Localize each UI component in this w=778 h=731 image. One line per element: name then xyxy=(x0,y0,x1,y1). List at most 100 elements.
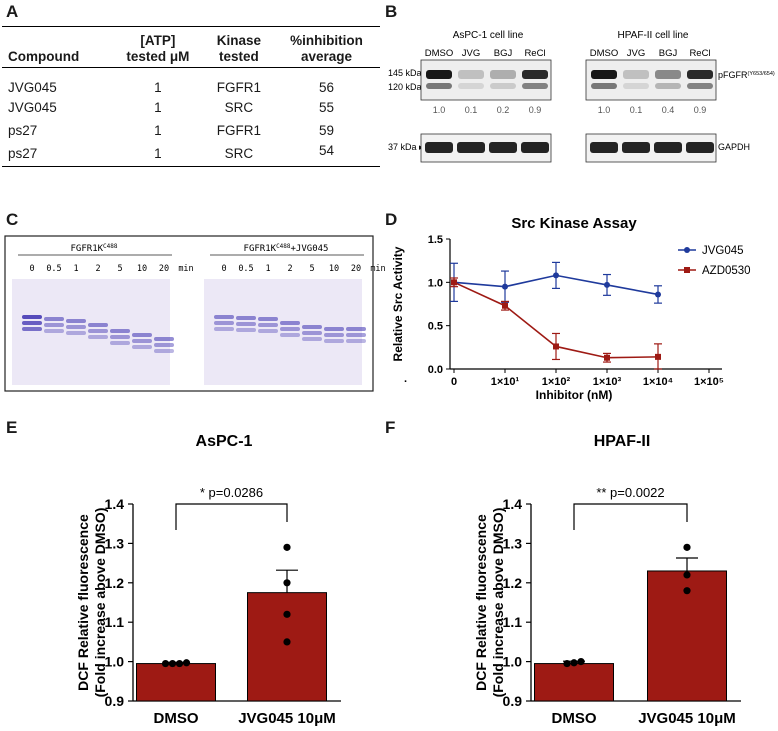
gel-condition-label: FGFR1KC488+JVG045 xyxy=(244,243,329,254)
y-tick-label: 1.0 xyxy=(503,654,523,670)
gel-band xyxy=(280,333,300,337)
panel-label-b: B xyxy=(385,2,398,21)
y-axis-label: Relative Src Activity xyxy=(391,246,405,361)
timepoint-label: 20 xyxy=(159,264,169,274)
lane-label: BGJ xyxy=(659,48,678,59)
data-point xyxy=(168,659,177,668)
gel-band xyxy=(154,343,174,347)
table-cell: 1 xyxy=(110,140,205,167)
bar xyxy=(136,663,216,702)
gel-band xyxy=(44,317,64,321)
panel-label-f: F xyxy=(385,418,396,437)
x-axis-label: Inhibitor (nM) xyxy=(536,388,613,402)
gel-band xyxy=(324,327,344,331)
significance-annotation: ** p=0.0022 xyxy=(596,485,664,500)
aspc1-bar-chart: AsPC-1 0.9 1.0 1.1 1.2 1.3 1.4 DCF Relative flu… xyxy=(75,433,341,727)
data-point xyxy=(502,302,508,309)
gel-band xyxy=(110,329,130,333)
y-tick-label: 0.0 xyxy=(428,364,443,376)
bar xyxy=(534,663,614,702)
gel-band xyxy=(280,321,300,325)
gel-band xyxy=(258,323,278,327)
y-tick-label: 1.3 xyxy=(503,535,523,551)
timepoint-label: 2 xyxy=(95,264,100,274)
pfgfr-band xyxy=(426,70,452,79)
pfgfr-band xyxy=(522,83,548,89)
band-quantification: 0.4 xyxy=(662,105,675,115)
table-cell: JVG045 xyxy=(8,80,57,96)
table-cell: 55 xyxy=(319,99,335,115)
lane-label: DMSO xyxy=(425,48,454,59)
table-cell: FGFR1 xyxy=(216,123,262,139)
gapdh-band xyxy=(521,142,549,153)
gapdh-band xyxy=(425,142,453,153)
target-label-gapdh: GAPDH xyxy=(718,142,750,152)
gapdh-band xyxy=(457,142,485,153)
x-category-label: DMSO xyxy=(552,710,597,727)
gapdh-band xyxy=(489,142,517,153)
data-point xyxy=(655,291,661,298)
chart-title: Src Kinase Assay xyxy=(511,215,637,232)
column-header-atp: [ATP] tested μM xyxy=(110,26,205,68)
gel-band xyxy=(66,319,86,323)
y-tick-label: 0.9 xyxy=(503,693,523,709)
x-category-label: JVG045 10μM xyxy=(638,710,736,727)
gel-band xyxy=(236,316,256,320)
gapdh-band xyxy=(654,142,682,153)
chart-title: HPAF-II xyxy=(594,433,651,450)
y-tick-label: 1.4 xyxy=(105,496,125,512)
timepoint-label: 0.5 xyxy=(46,264,61,274)
x-category-label: JVG045 10μM xyxy=(238,710,336,727)
timepoint-label: 2 xyxy=(287,264,292,274)
x-axis-break-mark: · xyxy=(404,376,408,388)
table-row: JVG045 1 FGFR1 56 xyxy=(2,78,380,98)
hpaf-bar-chart: HPAF-II 0.9 1.0 1.1 1.2 1.3 1.4 DCF Relative fl… xyxy=(473,433,741,727)
significance-annotation: * p=0.0286 xyxy=(200,485,263,500)
table-cell: 59 xyxy=(319,123,335,139)
column-header-inhibition: %inhibition average xyxy=(273,26,380,68)
time-unit-label: min xyxy=(370,264,385,274)
panel-label-e: E xyxy=(6,418,18,437)
gel-band xyxy=(258,317,278,321)
x-tick-label: 1×10² xyxy=(542,376,571,388)
table-cell: JVG045 xyxy=(8,99,57,115)
band-quantification: 0.9 xyxy=(694,105,707,115)
timepoint-label: 0.5 xyxy=(238,264,253,274)
gel-band xyxy=(110,335,130,339)
bar xyxy=(247,592,327,702)
pfgfr-band xyxy=(623,70,649,79)
gel-band xyxy=(22,321,42,325)
y-tick-label: 0.9 xyxy=(105,693,125,709)
mw-marker-label: 145 kDa ▸ xyxy=(388,68,429,78)
gel-band xyxy=(44,323,64,327)
data-point xyxy=(283,543,291,551)
gel-condition-label: FGFR1KC488 xyxy=(71,243,118,254)
gel-band xyxy=(132,339,152,343)
table-cell: ps27 xyxy=(8,123,38,139)
x-tick-label: 1×10⁵ xyxy=(694,376,724,388)
y-tick-label: 1.0 xyxy=(105,654,125,670)
time-unit-label: min xyxy=(178,264,193,274)
table-cell: 1 xyxy=(154,123,162,139)
timepoint-label: 5 xyxy=(309,264,314,274)
x-tick-label: 1×10³ xyxy=(593,376,622,388)
gel-band xyxy=(346,333,366,337)
band-quantification: 0.9 xyxy=(529,105,542,115)
kinase-inhibition-table: Compound [ATP] tested μM Kinase tested %in… xyxy=(2,26,380,167)
gel-band xyxy=(236,322,256,326)
lane-label: BGJ xyxy=(494,48,513,59)
pfgfr-band xyxy=(687,70,713,79)
band-quantification: 1.0 xyxy=(598,105,611,115)
y-tick-label: 1.2 xyxy=(105,575,125,591)
data-point xyxy=(553,272,559,279)
pfgfr-band xyxy=(522,70,548,79)
band-quantification: 0.1 xyxy=(630,105,643,115)
gel-band xyxy=(280,327,300,331)
gel-band xyxy=(214,315,234,319)
table-cell: 54 xyxy=(273,140,380,167)
x-tick-label: 1×10¹ xyxy=(491,376,520,388)
y-tick-label: 1.4 xyxy=(503,496,523,512)
gel-band xyxy=(302,331,322,335)
significance-bracket xyxy=(175,503,288,530)
gel-band xyxy=(346,327,366,331)
